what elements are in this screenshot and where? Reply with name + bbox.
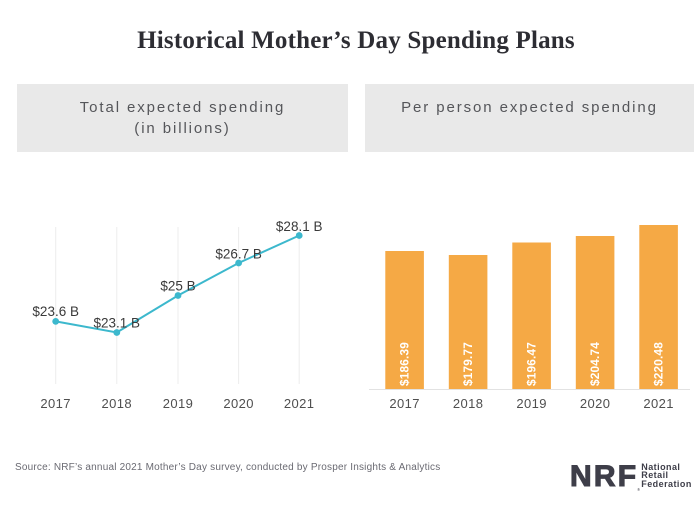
svg-text:$220.48: $220.48	[652, 342, 666, 386]
svg-text:$25 B: $25 B	[160, 279, 195, 294]
svg-text:2017: 2017	[40, 396, 71, 411]
svg-text:2020: 2020	[580, 396, 611, 411]
svg-text:2017: 2017	[389, 396, 420, 411]
svg-text:2020: 2020	[223, 396, 254, 411]
svg-text:$204.74: $204.74	[588, 342, 602, 386]
svg-text:2021: 2021	[284, 396, 315, 411]
svg-text:2019: 2019	[163, 396, 194, 411]
svg-text:2018: 2018	[102, 396, 133, 411]
svg-text:$186.39: $186.39	[398, 342, 412, 386]
svg-text:2021: 2021	[643, 396, 674, 411]
svg-text:$23.1 B: $23.1 B	[94, 316, 141, 331]
svg-text:$179.77: $179.77	[461, 342, 475, 386]
svg-text:$196.47: $196.47	[525, 342, 539, 386]
svg-text:$28.1 B: $28.1 B	[276, 219, 323, 234]
svg-text:$26.7 B: $26.7 B	[215, 247, 262, 262]
svg-text:$23.6 B: $23.6 B	[32, 304, 79, 319]
svg-text:2019: 2019	[516, 396, 547, 411]
svg-text:2018: 2018	[453, 396, 484, 411]
